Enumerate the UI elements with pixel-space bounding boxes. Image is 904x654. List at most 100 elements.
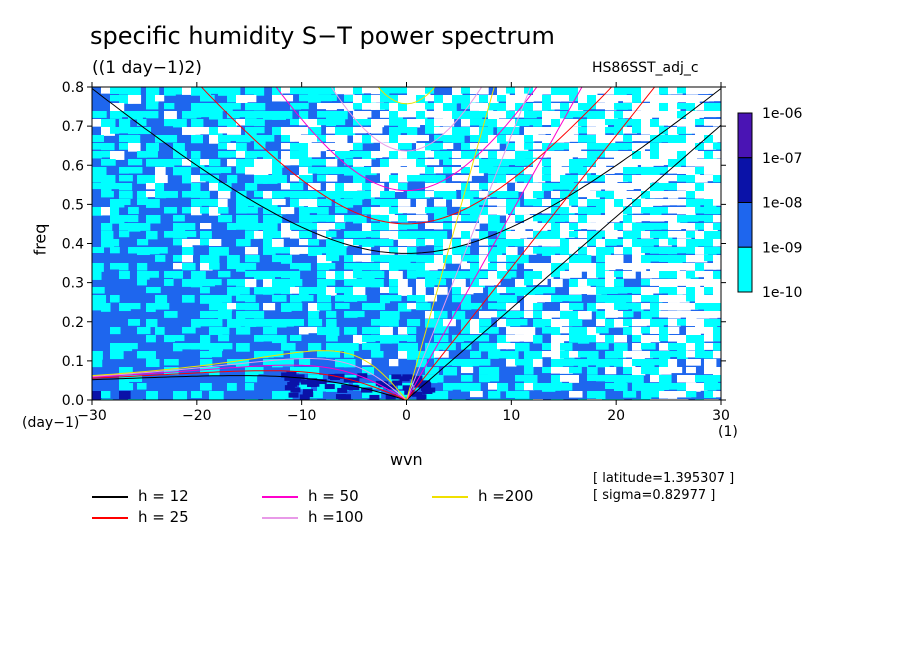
field-cell — [704, 135, 718, 144]
field-cell — [182, 295, 195, 303]
field-cell — [227, 223, 237, 231]
field-cell — [326, 311, 337, 318]
field-cell — [182, 327, 196, 334]
field-cell — [371, 127, 383, 134]
field-cell — [488, 351, 499, 359]
field-cell — [623, 271, 636, 279]
field-cell — [324, 384, 335, 390]
field-cell — [704, 391, 716, 399]
field-cell — [173, 271, 184, 279]
field-cell — [452, 95, 463, 104]
field-cell — [281, 151, 295, 160]
field-cell — [506, 127, 520, 135]
field-cell — [569, 287, 582, 295]
field-cell — [542, 103, 555, 111]
field-cell — [218, 215, 233, 223]
field-cell — [434, 103, 447, 112]
field-cell — [452, 247, 465, 255]
field-cell — [695, 87, 709, 95]
legend-label: h = 50 — [308, 487, 359, 505]
field-cell — [245, 111, 257, 119]
field-cell — [209, 327, 223, 335]
field-cell — [686, 319, 699, 327]
field-cell — [209, 111, 223, 120]
gravity-curve — [200, 87, 613, 225]
field-cell — [416, 287, 426, 296]
field-cell — [326, 319, 337, 328]
field-cell — [227, 143, 239, 150]
field-cell — [416, 111, 428, 120]
field-cell — [281, 111, 293, 119]
field-cell — [506, 311, 520, 319]
field-cell — [479, 327, 492, 334]
field-cell — [173, 151, 187, 159]
field-cell — [506, 143, 517, 151]
field-cell — [713, 143, 721, 150]
field-cell — [479, 239, 489, 246]
field-cell — [623, 231, 638, 240]
field-cell — [497, 343, 508, 350]
field-cell — [308, 367, 320, 375]
field-cell — [641, 367, 653, 375]
field-cell — [596, 231, 606, 238]
field-cell — [209, 367, 220, 376]
field-cell — [641, 127, 656, 135]
field-cell — [254, 159, 265, 168]
field-cell — [173, 335, 185, 342]
field-cell — [308, 191, 318, 199]
field-cell — [173, 343, 183, 352]
field-cell — [389, 231, 404, 240]
field-cell — [452, 151, 466, 159]
field-cell — [479, 167, 490, 174]
field-cell — [92, 359, 103, 368]
field-cell — [569, 127, 579, 135]
field-cell — [92, 183, 104, 190]
field-cell — [587, 359, 598, 366]
field-cell — [425, 87, 435, 94]
field-cell — [371, 199, 381, 206]
field-cell — [407, 327, 417, 334]
field-cell — [533, 151, 547, 158]
field-cell — [704, 87, 714, 94]
field-cell — [290, 191, 305, 199]
field-cell — [281, 319, 294, 327]
field-cell — [369, 394, 380, 400]
field-cell — [686, 127, 696, 134]
y-tick-label: 0.5 — [62, 197, 84, 213]
legend-swatch — [92, 517, 128, 519]
field-cell — [362, 111, 372, 118]
field-cell — [515, 239, 529, 247]
field-cell — [110, 87, 123, 94]
legend-label: h =200 — [478, 487, 534, 505]
field-cell — [506, 351, 519, 360]
field-cell — [551, 375, 563, 384]
field-cell — [416, 119, 429, 126]
field-cell — [461, 167, 471, 174]
field-cell — [101, 175, 116, 184]
field-cell — [650, 359, 661, 366]
field-cell — [245, 183, 258, 191]
field-cell — [407, 383, 419, 391]
field-cell — [614, 215, 627, 222]
field-cell — [659, 303, 670, 311]
field-cell — [641, 151, 654, 160]
field-cell — [245, 383, 255, 391]
field-cell — [173, 119, 187, 128]
field-cell — [335, 247, 347, 256]
field-cell — [119, 127, 132, 134]
field-cell — [686, 143, 698, 152]
field-cell — [416, 151, 428, 159]
field-cell — [290, 263, 301, 270]
field-cell — [488, 279, 501, 286]
field-cell — [704, 367, 719, 375]
field-cell — [119, 303, 131, 312]
field-cell — [533, 359, 543, 367]
field-cell — [191, 183, 201, 192]
field-cell — [119, 87, 133, 95]
field-cell — [713, 303, 721, 311]
field-cell — [641, 207, 651, 214]
field-cell — [623, 143, 634, 150]
field-cell — [497, 247, 509, 254]
field-cell — [650, 351, 662, 358]
